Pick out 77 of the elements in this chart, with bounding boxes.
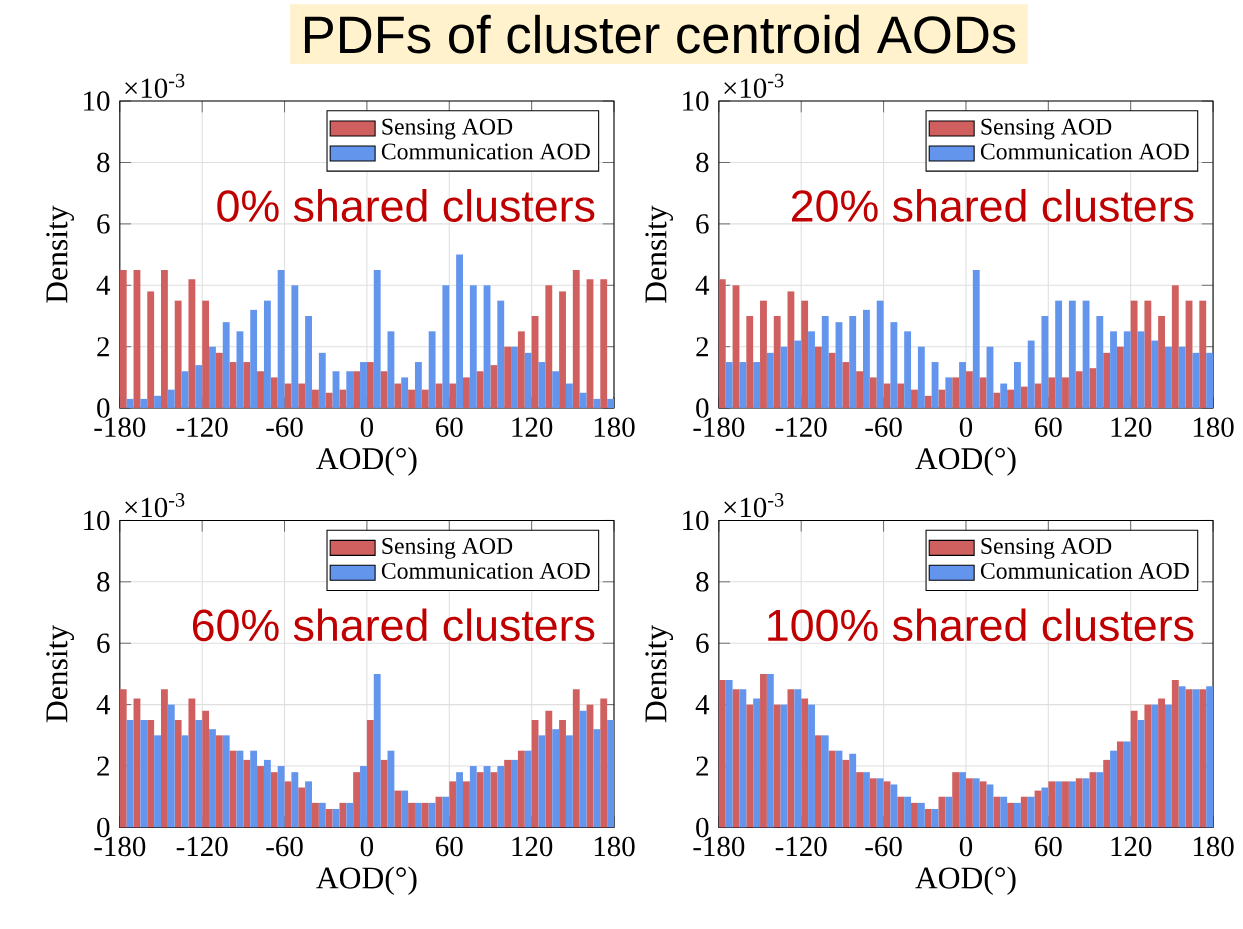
y-tick-label: 6 xyxy=(97,633,110,654)
y-tick-label: 2 xyxy=(97,756,109,776)
y-tick-label: 10 xyxy=(683,91,709,112)
y-tick-label: 8 xyxy=(97,152,110,173)
y-axis-title: Density xyxy=(46,625,75,723)
x-tick-label: 60 xyxy=(436,836,463,857)
x-tick-label: 60 xyxy=(1035,836,1062,857)
y-tick-label: 4 xyxy=(96,276,111,296)
y-tick-label: 6 xyxy=(97,214,110,234)
x-axis-title: AOD(°) xyxy=(316,866,417,896)
legend-label: Sensing AOD xyxy=(981,118,1112,140)
y-tick-label: 8 xyxy=(696,152,709,173)
text: ×10$^{-3}$ xyxy=(724,74,784,99)
legend-label: Communication AOD xyxy=(980,143,1189,160)
x-tick-label: 120 xyxy=(512,417,553,438)
x-axis-title: AOD(°) xyxy=(915,447,1016,476)
x-tick-label: -180 xyxy=(693,417,745,438)
y-tick-label: 2 xyxy=(696,756,708,776)
x-axis-title: AOD(°) xyxy=(316,447,417,476)
x-axis-title: AOD(°) xyxy=(915,866,1016,896)
y-tick-label: 4 xyxy=(695,695,710,715)
y-axis-title: Density xyxy=(46,205,75,304)
x-tick-label: -120 xyxy=(176,836,228,857)
x-tick-label: -180 xyxy=(94,836,146,857)
legend-label: Communication AOD xyxy=(381,143,590,160)
y-tick-label: 0 xyxy=(97,398,110,419)
x-tick-label: -180 xyxy=(693,836,745,857)
y-tick-label: 0 xyxy=(97,817,110,838)
y-tick-label: 4 xyxy=(96,695,111,715)
legend-label: Sensing AOD xyxy=(382,538,513,560)
x-tick-label: 120 xyxy=(512,836,553,857)
text: ×10$^{-3}$ xyxy=(125,74,185,99)
x-tick-label: 0 xyxy=(360,836,374,857)
x-tick-label: 180 xyxy=(1193,417,1234,438)
x-tick-label: 0 xyxy=(959,836,973,857)
x-tick-label: -60 xyxy=(266,417,303,438)
x-tick-label: -120 xyxy=(775,417,827,438)
x-tick-label: 0 xyxy=(360,417,374,438)
x-tick-label: 180 xyxy=(594,417,635,438)
x-tick-label: 0 xyxy=(959,417,973,438)
y-tick-label: 10 xyxy=(84,91,110,112)
legend-label: Sensing AOD xyxy=(382,118,513,140)
y-tick-label: 2 xyxy=(97,337,109,357)
y-tick-label: 0 xyxy=(696,817,709,838)
x-tick-label: 120 xyxy=(1111,836,1152,857)
x-tick-label: 60 xyxy=(436,417,463,438)
x-tick-label: 180 xyxy=(594,836,635,857)
y-axis-title: Density xyxy=(645,625,674,723)
y-tick-label: 8 xyxy=(97,572,110,592)
annotation: 0% shared clusters xyxy=(217,189,595,223)
annotation: 100% shared clusters xyxy=(768,608,1194,642)
y-tick-label: 6 xyxy=(696,214,709,234)
y-tick-label: 10 xyxy=(683,510,709,531)
legend-label: Communication AOD xyxy=(980,563,1189,580)
text: ×10$^{-3}$ xyxy=(724,493,784,518)
legend-label: Communication AOD xyxy=(381,563,590,580)
y-tick-label: 10 xyxy=(84,510,110,531)
annotation: 60% shared clusters xyxy=(192,608,595,642)
x-tick-label: -180 xyxy=(94,417,146,438)
y-tick-label: 8 xyxy=(696,572,709,592)
x-tick-label: 180 xyxy=(1193,836,1234,857)
x-tick-label: -60 xyxy=(865,836,902,857)
chart-title: PDFs of cluster centroid AODs xyxy=(304,15,1016,54)
y-tick-label: 2 xyxy=(696,337,708,357)
x-tick-label: -120 xyxy=(775,836,827,857)
annotation: 20% shared clusters xyxy=(791,189,1194,223)
y-axis-title: Density xyxy=(645,205,674,304)
x-tick-label: 120 xyxy=(1111,417,1152,438)
y-tick-label: 6 xyxy=(696,633,709,654)
x-tick-label: 60 xyxy=(1035,417,1062,438)
x-tick-label: -120 xyxy=(176,417,228,438)
x-tick-label: -60 xyxy=(266,836,303,857)
y-tick-label: 0 xyxy=(696,398,709,419)
text: ×10$^{-3}$ xyxy=(125,493,185,518)
x-tick-label: -60 xyxy=(865,417,902,438)
y-tick-label: 4 xyxy=(695,276,710,296)
legend-label: Sensing AOD xyxy=(981,538,1112,560)
